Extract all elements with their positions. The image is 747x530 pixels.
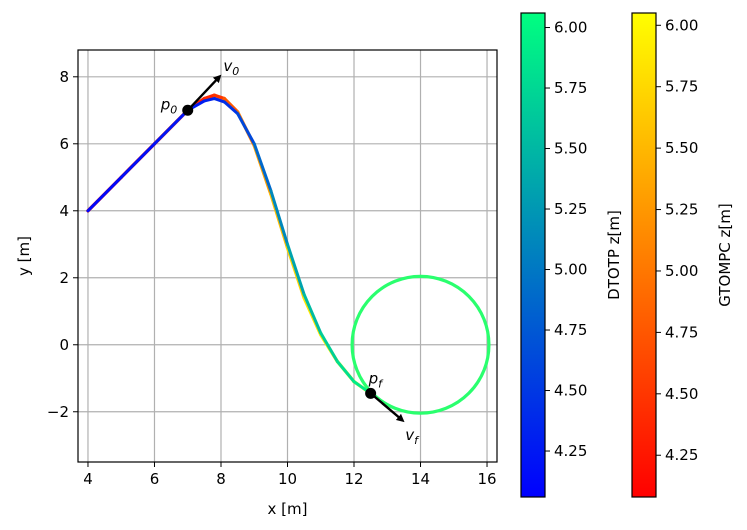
point-0 [182, 104, 194, 116]
colorbar-gtompc-tick-label: 6.00 [665, 16, 698, 34]
velocity-label-0: v0 [223, 57, 239, 78]
dtotp-segment [119, 142, 156, 179]
colorbar-gtompc: 4.25 4.50 4.75 5.00 5.25 5.50 5.75 6.00 GTOMPC … [631, 12, 734, 498]
gtompc-segment [202, 93, 217, 101]
colorbar-dtotp-label: DTOTP z[m] [605, 210, 623, 300]
x-tick-label: 10 [278, 470, 297, 488]
x-tick-label: 4 [83, 470, 93, 488]
colorbar-dtotp-tick-label: 5.50 [554, 140, 587, 158]
y-tick-label: 6 [59, 135, 69, 153]
target-circle [350, 274, 491, 415]
dtotp-segment [86, 175, 123, 213]
colorbar-dtotp-tick-label: 4.25 [554, 442, 587, 460]
colorbar-gtompc-gradient [631, 12, 657, 498]
plot-area [86, 93, 491, 415]
x-axis: 4 6 8 10 12 14 16 [83, 462, 497, 488]
y-axis-label: y [m] [15, 236, 33, 276]
colorbar-dtotp-tick-label: 4.75 [554, 321, 587, 339]
gtompc-segment [212, 93, 227, 101]
y-tick-label: 4 [59, 202, 69, 220]
dtotp-segment [302, 293, 323, 335]
x-tick-label: 8 [216, 470, 226, 488]
colorbar-dtotp-tick-label: 6.00 [554, 19, 587, 37]
velocity-arrow-f [369, 392, 405, 423]
colorbar-dtotp-tick-label: 5.00 [554, 261, 587, 279]
x-tick-label: 6 [150, 470, 160, 488]
dtotp-segment [152, 108, 190, 146]
dtotp-segment [252, 142, 273, 193]
x-axis-label: x [m] [268, 500, 308, 518]
grid-lines [78, 50, 497, 462]
dtotp-segment [202, 97, 216, 103]
colorbar-dtotp-gradient [520, 12, 546, 498]
colorbar-dtotp: 4.25 4.50 4.75 5.00 5.25 5.50 5.75 6.00 DTOTP z… [520, 12, 623, 498]
colorbar-dtotp-tick-label: 5.25 [554, 200, 587, 218]
dtotp-segment [222, 100, 240, 116]
point-f [365, 387, 377, 399]
annotations: v0 vf p0 pf [160, 57, 420, 447]
x-tick-label: 16 [477, 470, 496, 488]
y-axis: −2 0 2 4 6 8 [47, 68, 78, 421]
dtotp-segment [335, 360, 356, 384]
colorbar-gtompc-tick-label: 5.50 [665, 139, 698, 157]
dtotp-segment [212, 97, 226, 104]
y-tick-label: 0 [59, 336, 69, 354]
dtotp-segment [269, 189, 289, 246]
trajectory-dtotp [86, 97, 373, 395]
dtotp-segment [236, 112, 256, 146]
x-tick-label: 12 [344, 470, 363, 488]
colorbar-gtompc-tick-label: 5.75 [665, 78, 698, 96]
colorbar-gtompc-tick-label: 5.25 [665, 201, 698, 219]
colorbar-dtotp-tick-label: 5.75 [554, 79, 587, 97]
point-label-0: p0 [160, 95, 178, 116]
colorbar-gtompc-tick-label: 4.75 [665, 323, 698, 341]
colorbar-gtompc-tick-label: 5.00 [665, 262, 698, 280]
dtotp-segment [319, 331, 339, 364]
y-tick-label: 8 [59, 68, 69, 86]
colorbar-dtotp-tick-label: 4.50 [554, 382, 587, 400]
colorbar-gtompc-tick-label: 4.25 [665, 446, 698, 464]
y-tick-label: 2 [59, 269, 69, 287]
velocity-arrow-0 [186, 74, 222, 112]
y-tick-label: −2 [47, 403, 69, 421]
colorbar-gtompc-label: GTOMPC z[m] [716, 203, 734, 306]
colorbar-gtompc-tick-label: 4.50 [665, 385, 698, 403]
x-tick-label: 14 [411, 470, 430, 488]
velocity-label-f: vf [405, 426, 420, 447]
point-label-f: pf [368, 369, 385, 390]
dtotp-segment [286, 242, 306, 297]
